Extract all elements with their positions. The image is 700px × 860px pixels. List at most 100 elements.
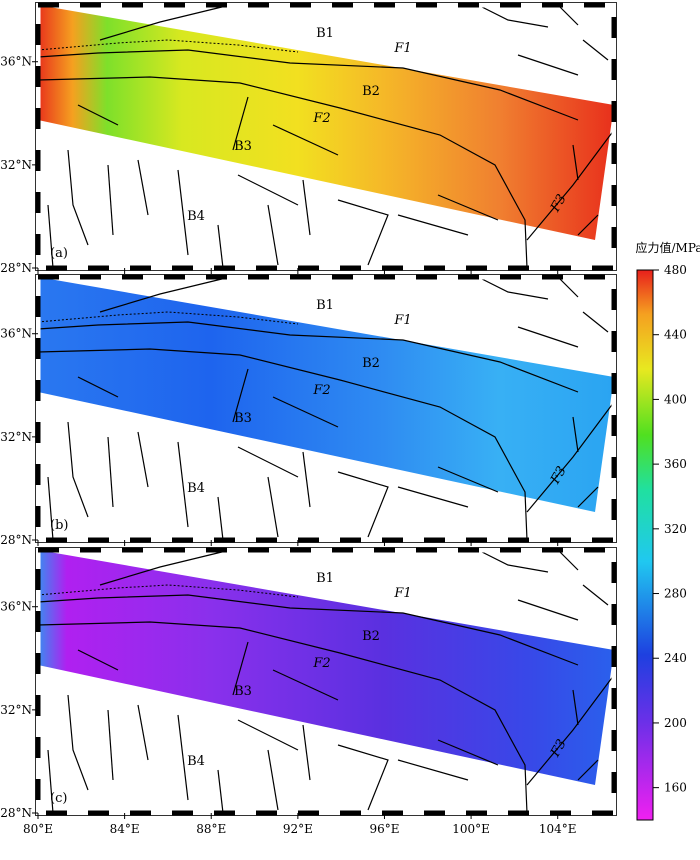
colorbar-tick-label: 360 [664,457,687,471]
stress-swath [38,277,614,512]
fault-line [272,396,339,428]
stress-swath [38,550,614,785]
fault-line [557,276,579,298]
colorbar-tick-label: 480 [664,263,687,277]
fault-line [77,649,119,671]
colorbar-tick-label: 240 [664,651,687,665]
fault-line [237,446,299,478]
fault-line [517,599,579,621]
map-label: F2 [312,111,330,126]
fault-line [37,594,579,666]
map-label: B1 [316,571,334,586]
fault-line [237,719,299,751]
fault-line [217,224,224,269]
colorbar-tick-label: 160 [664,781,687,795]
fault-line [47,204,54,269]
colorbar: 应力值/MPa 160 200 240 280 320 360 400 440 480 [635,240,700,821]
fault-line [232,641,249,696]
fault-line [582,311,609,333]
x-tick-label: 104°E [539,822,577,836]
fault-line [477,276,549,300]
fault-line [337,471,389,538]
fault-line [137,704,149,761]
y-tick-label: 36°N [0,55,32,69]
y-tick-label: 28°N [0,261,32,275]
fault-line [107,436,114,508]
fault-line [397,214,469,236]
colorbar-tick-label: 280 [664,587,687,601]
frame-edge [35,547,617,816]
fault-line [437,466,499,493]
colorbar-title: 应力值/MPa [635,240,700,255]
map-label: B2 [362,356,380,371]
fault-line [267,204,279,266]
fault-line [232,96,249,151]
fault-line [477,4,549,28]
x-tick-label: 92°E [283,822,313,836]
fault-line [107,709,114,781]
fault-line [582,39,609,61]
fault-line [272,669,339,701]
fault-line [302,724,311,781]
colorbar-tick-label: 200 [664,716,687,730]
fault-line [99,276,231,313]
frame-white [35,547,617,816]
fault-line [526,674,615,786]
fault-line [517,54,579,76]
fault-line [217,769,224,814]
fault-line [577,486,599,508]
fault-line [67,149,89,246]
fault-line [272,124,339,156]
fault-line [577,214,599,236]
frame-white [35,2,617,271]
fault-line [582,584,609,606]
fault-line [572,689,579,726]
fault-line [37,321,579,393]
fault-line [137,431,149,488]
y-tick-label: 32°N [0,430,32,444]
fault-line [232,368,249,423]
fault-line [99,549,231,586]
x-tick-label: 84°E [110,822,140,836]
y-tick-label: 32°N [0,703,32,717]
fault-line [477,549,549,573]
fault-line [437,739,499,766]
map-label: F1 [393,313,411,328]
fault-line [517,326,579,348]
fault-line [572,416,579,453]
frame-edge [35,274,617,543]
x-tick-label: 88°E [196,822,226,836]
panel-label: (c) [50,791,67,806]
frame-edge [35,2,617,271]
y-tick-label: 36°N [0,600,32,614]
fault-line [267,476,279,538]
boundary-dotted [37,39,299,53]
fault-line [526,129,615,241]
fault-line [577,759,599,781]
map-label: B4 [187,209,205,224]
fault-line [337,199,389,266]
fault-line [37,49,579,121]
stress-swath [38,5,614,240]
map-label: B4 [187,481,205,496]
colorbar-tick-label: 440 [664,328,687,342]
map-label: B1 [316,26,334,41]
map-label: B3 [234,139,252,154]
fault-line [437,194,499,221]
fault-line [237,174,299,206]
fault-line [107,164,114,236]
fault-line [267,749,279,811]
fault-line [37,621,528,814]
fault-line [526,401,615,513]
boundary-dotted [37,311,299,325]
y-tick-label: 36°N [0,327,32,341]
fault-line [137,159,149,216]
fault-line [177,441,189,528]
map-label: F2 [312,383,330,398]
fault-line [47,749,54,814]
y-tick-label: 32°N [0,158,32,172]
fault-line [177,714,189,801]
y-tick-label: 28°N [0,533,32,547]
